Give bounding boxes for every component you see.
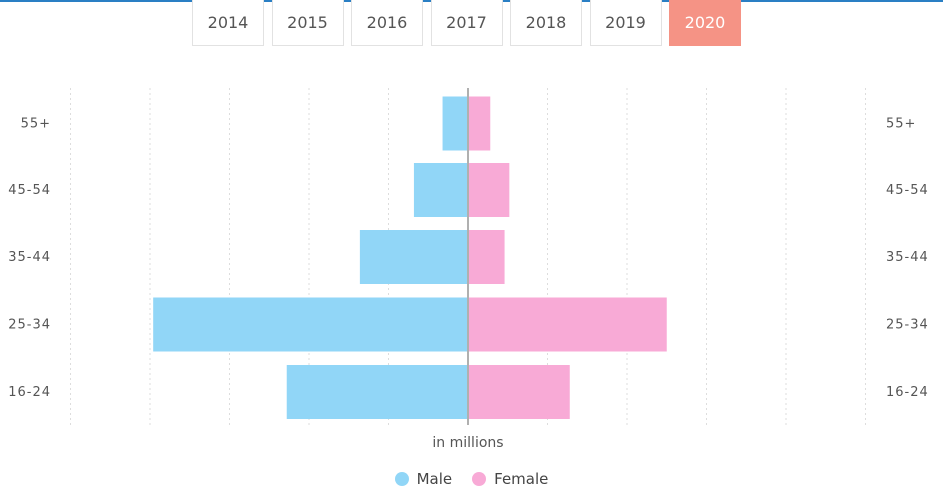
legend-swatch [394,472,409,486]
age-label-right: 16-24 [886,385,929,400]
legend-item-female[interactable]: Female [472,470,548,488]
year-tab-2018[interactable]: 2018 [510,0,582,46]
bar-female-35-44[interactable] [468,230,505,284]
year-tab-2015[interactable]: 2015 [271,0,344,46]
age-label-right: 25-34 [886,318,929,333]
age-label-right: 45-54 [886,183,929,198]
age-label-right: 35-44 [886,250,929,265]
legend: Male Female [0,470,943,488]
bar-male-55+[interactable] [442,96,468,151]
bar-male-16-24[interactable] [286,365,468,419]
bar-female-16-24[interactable] [468,365,570,419]
x-axis-title: in millions [432,435,503,451]
bar-male-35-44[interactable] [359,230,468,284]
year-tabs: 2014 2015 2016 2017 2018 2019 2020 [192,0,749,46]
bar-female-45-54[interactable] [468,163,510,217]
age-label-left: 25-34 [8,318,51,333]
year-tab-2014[interactable]: 2014 [192,0,264,46]
bars [153,96,667,419]
year-tab-2017[interactable]: 2017 [430,0,503,46]
bar-male-25-34[interactable] [153,297,468,352]
bar-female-55+[interactable] [468,96,491,151]
age-label-left: 45-54 [8,183,51,198]
age-label-left: 16-24 [8,385,51,400]
legend-label: Female [494,470,549,488]
legend-item-male[interactable]: Male [394,470,453,488]
age-label-right: 55+ [886,117,916,132]
legend-label: Male [416,470,453,488]
gridlines [70,88,866,425]
bar-male-45-54[interactable] [413,163,468,217]
bar-female-25-34[interactable] [468,297,667,352]
age-labels: 55+ 55+ 45-54 45-54 35-44 35-44 25-34 25-34 16-2… [8,117,929,401]
year-tab-2020[interactable]: 2020 [669,0,741,46]
year-tab-2016[interactable]: 2016 [351,0,423,46]
age-label-left: 35-44 [8,250,51,265]
legend-swatch [472,472,487,486]
year-tab-2019[interactable]: 2019 [589,0,662,46]
age-label-left: 55+ [21,117,51,132]
